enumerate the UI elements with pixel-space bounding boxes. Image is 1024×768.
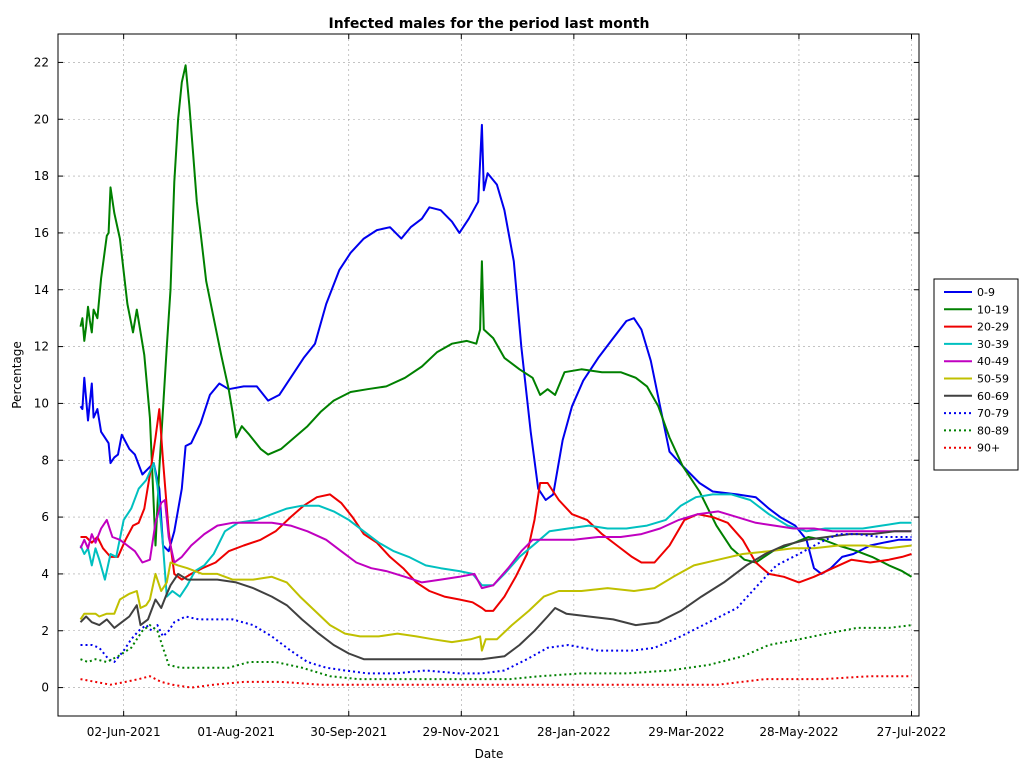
legend-label: 20-29 [977,321,1009,334]
y-tick-label: 2 [41,624,49,638]
series-line-50-59 [79,544,912,652]
legend-label: 10-19 [977,303,1009,316]
series-line-80-89 [80,624,912,681]
series-line-70-79 [80,533,912,675]
y-axis-label: Percentage [10,341,24,409]
legend-label: 60-69 [977,390,1009,403]
legend-label: 90+ [977,442,1000,455]
legend-label: 40-49 [977,355,1009,368]
legend-label: 50-59 [977,373,1009,386]
x-tick-label: 30-Sep-2021 [310,725,387,739]
legend: 0-9 10-19 20-29 30-39 40-49 50-59 60-69 70-79 80… [933,278,1019,471]
series-line-30-39 [79,462,912,598]
x-tick-label: 29-Nov-2021 [423,725,501,739]
y-tick-label: 10 [34,396,49,410]
y-tick-label: 18 [34,169,49,183]
legend-label: 70-79 [977,407,1009,420]
x-tick-label: 28-May-2022 [759,725,838,739]
legend-label: 30-39 [977,338,1009,351]
y-tick-label: 0 [41,681,49,695]
series-line-20-29 [80,408,912,612]
x-tick-label: 29-Mar-2022 [648,725,724,739]
series-line-40-49 [79,499,912,590]
axes: 0 2 4 6 8 10 12 14 16 18 20 22 02-Jun-2021 01-Aug-202… [34,34,947,739]
series-line-60-69 [79,530,912,661]
plot-frame [57,33,920,717]
series-line-0-9 [79,123,912,575]
grid-lines [58,34,919,716]
legend-label: 80-89 [977,424,1009,437]
y-tick-label: 14 [34,283,49,297]
chart-title: Infected males for the period last month [329,16,650,32]
x-tick-label: 27-Jul-2022 [877,725,947,739]
legend-box [933,278,1019,471]
legend-label: 0-9 [977,286,995,299]
y-tick-label: 16 [34,226,49,240]
x-tick-label: 28-Jan-2022 [537,725,611,739]
y-tick-label: 20 [34,112,49,126]
y-tick-label: 6 [41,510,49,524]
x-axis-label: Date [475,747,504,761]
y-tick-label: 4 [41,567,49,581]
series-lines [79,64,913,689]
y-tick-label: 22 [34,55,49,69]
y-tick-label: 12 [34,340,49,354]
series-line-10-19 [79,64,913,578]
x-tick-label: 01-Aug-2021 [197,725,275,739]
y-tick-label: 8 [41,453,49,467]
x-tick-label: 02-Jun-2021 [87,725,161,739]
